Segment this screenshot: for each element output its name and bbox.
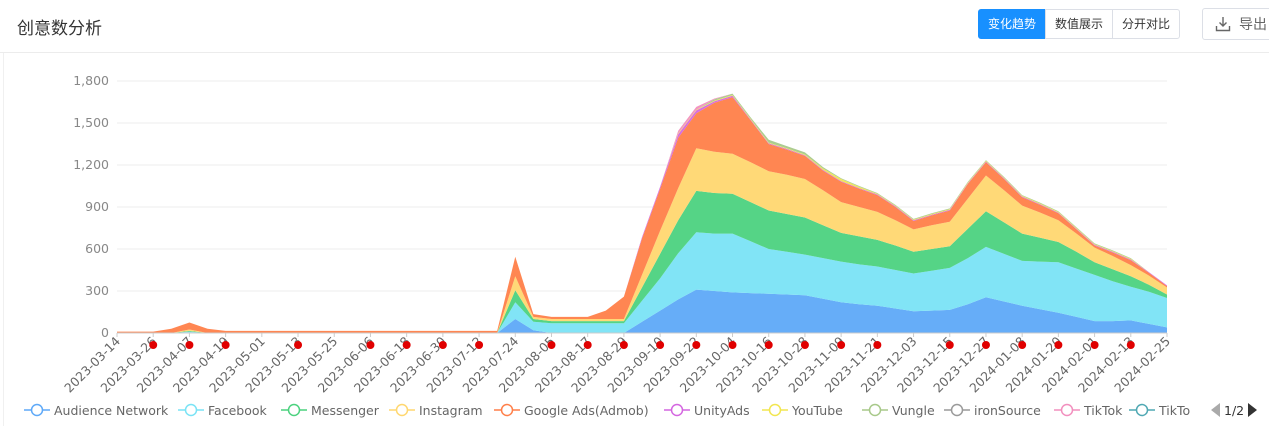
tab-trend[interactable]: 变化趋势 [978,9,1047,39]
legend-label: Audience Network [54,402,169,418]
legend-line-circle-icon [1129,403,1155,417]
event-marker [837,341,846,349]
event-marker [873,341,882,349]
legend-pager: 1/2 [1209,398,1258,422]
legend-label: YouTube [792,402,843,418]
legend-label: Vungle [892,402,935,418]
legend-page-indicator: 1/2 [1224,402,1245,418]
area-series [117,93,1167,333]
legend-label: Google Ads(Admob) [524,402,649,418]
legend-item[interactable]: Instagram [389,398,483,422]
y-tick-label: 1,200 [73,157,109,172]
event-marker [1126,341,1135,349]
legend-line-circle-icon [944,403,970,417]
event-marker [981,341,990,349]
legend-label: Messenger [311,402,379,418]
event-marker [475,341,484,349]
y-tick-label: 1,500 [73,115,109,130]
area-audience-network [117,289,1167,333]
event-marker [185,341,194,349]
legend-item[interactable]: TikTok [1054,398,1122,422]
event-marker [583,341,592,349]
event-marker [656,341,665,349]
legend-item[interactable]: Google Ads(Admob) [494,398,649,422]
event-marker [1054,341,1063,349]
area-facebook [117,232,1167,333]
event-marker [547,341,556,349]
legend-label: TikTo [1159,402,1191,418]
legend-line-circle-icon [762,403,788,417]
event-marker [945,341,954,349]
event-marker [221,341,230,349]
view-mode-switch: 变化趋势 数值展示 分开对比 [978,9,1181,39]
download-icon [1215,17,1231,32]
legend: Audience Network Facebook Messenger Instagr… [0,398,1269,422]
page-title: 创意数分析 [17,19,102,39]
legend-line-circle-icon [389,403,415,417]
legend-label: Instagram [419,402,483,418]
legend-next-icon[interactable] [1248,403,1258,417]
legend-line-circle-icon [1054,403,1080,417]
event-marker [366,341,375,349]
area-messenger [117,190,1167,333]
legend-item[interactable]: TikTo [1129,398,1190,422]
legend-item[interactable]: Vungle [862,398,935,422]
event-marker [1018,341,1027,349]
legend-item[interactable]: ironSource [944,398,1041,422]
legend-item[interactable]: UnityAds [664,398,750,422]
legend-item[interactable]: YouTube [762,398,843,422]
legend-line-circle-icon [862,403,888,417]
event-marker [438,341,447,349]
event-marker [728,341,737,349]
legend-line-circle-icon [494,403,520,417]
legend-line-circle-icon [281,403,307,417]
event-marker [692,341,701,349]
tab-values[interactable]: 数值展示 [1045,9,1114,39]
legend-line-circle-icon [664,403,690,417]
legend-item[interactable]: Messenger [281,398,379,422]
event-marker [294,341,303,349]
y-tick-label: 1,800 [73,73,109,88]
y-tick-label: 0 [101,325,109,340]
legend-line-circle-icon [24,403,50,417]
creative-count-chart: 03006009001,2001,5001,8002023-03-142023-… [61,73,1173,395]
tab-compare[interactable]: 分开对比 [1112,9,1181,39]
legend-label: Facebook [208,402,267,418]
y-tick-label: 900 [85,199,109,214]
legend-line-circle-icon [178,403,204,417]
panel-header: 创意数分析 变化趋势 数值展示 分开对比 导出 [0,0,1269,53]
legend-label: ironSource [974,402,1041,418]
legend-item[interactable]: Facebook [178,398,267,422]
export-label: 导出 [1239,17,1267,33]
event-marker [402,341,411,349]
event-marker [764,341,773,349]
event-marker [619,341,628,349]
event-marker [1090,341,1099,349]
y-tick-label: 300 [85,283,109,298]
event-marker [800,341,809,349]
legend-prev-icon[interactable] [1211,403,1220,417]
panel-border [3,53,4,426]
legend-item[interactable]: Audience Network [24,398,168,422]
event-markers [149,341,1135,349]
export-button[interactable]: 导出 [1202,8,1269,40]
legend-label: TikTok [1084,402,1123,418]
y-tick-label: 600 [85,241,109,256]
legend-label: UnityAds [694,402,750,418]
event-marker [149,341,158,349]
